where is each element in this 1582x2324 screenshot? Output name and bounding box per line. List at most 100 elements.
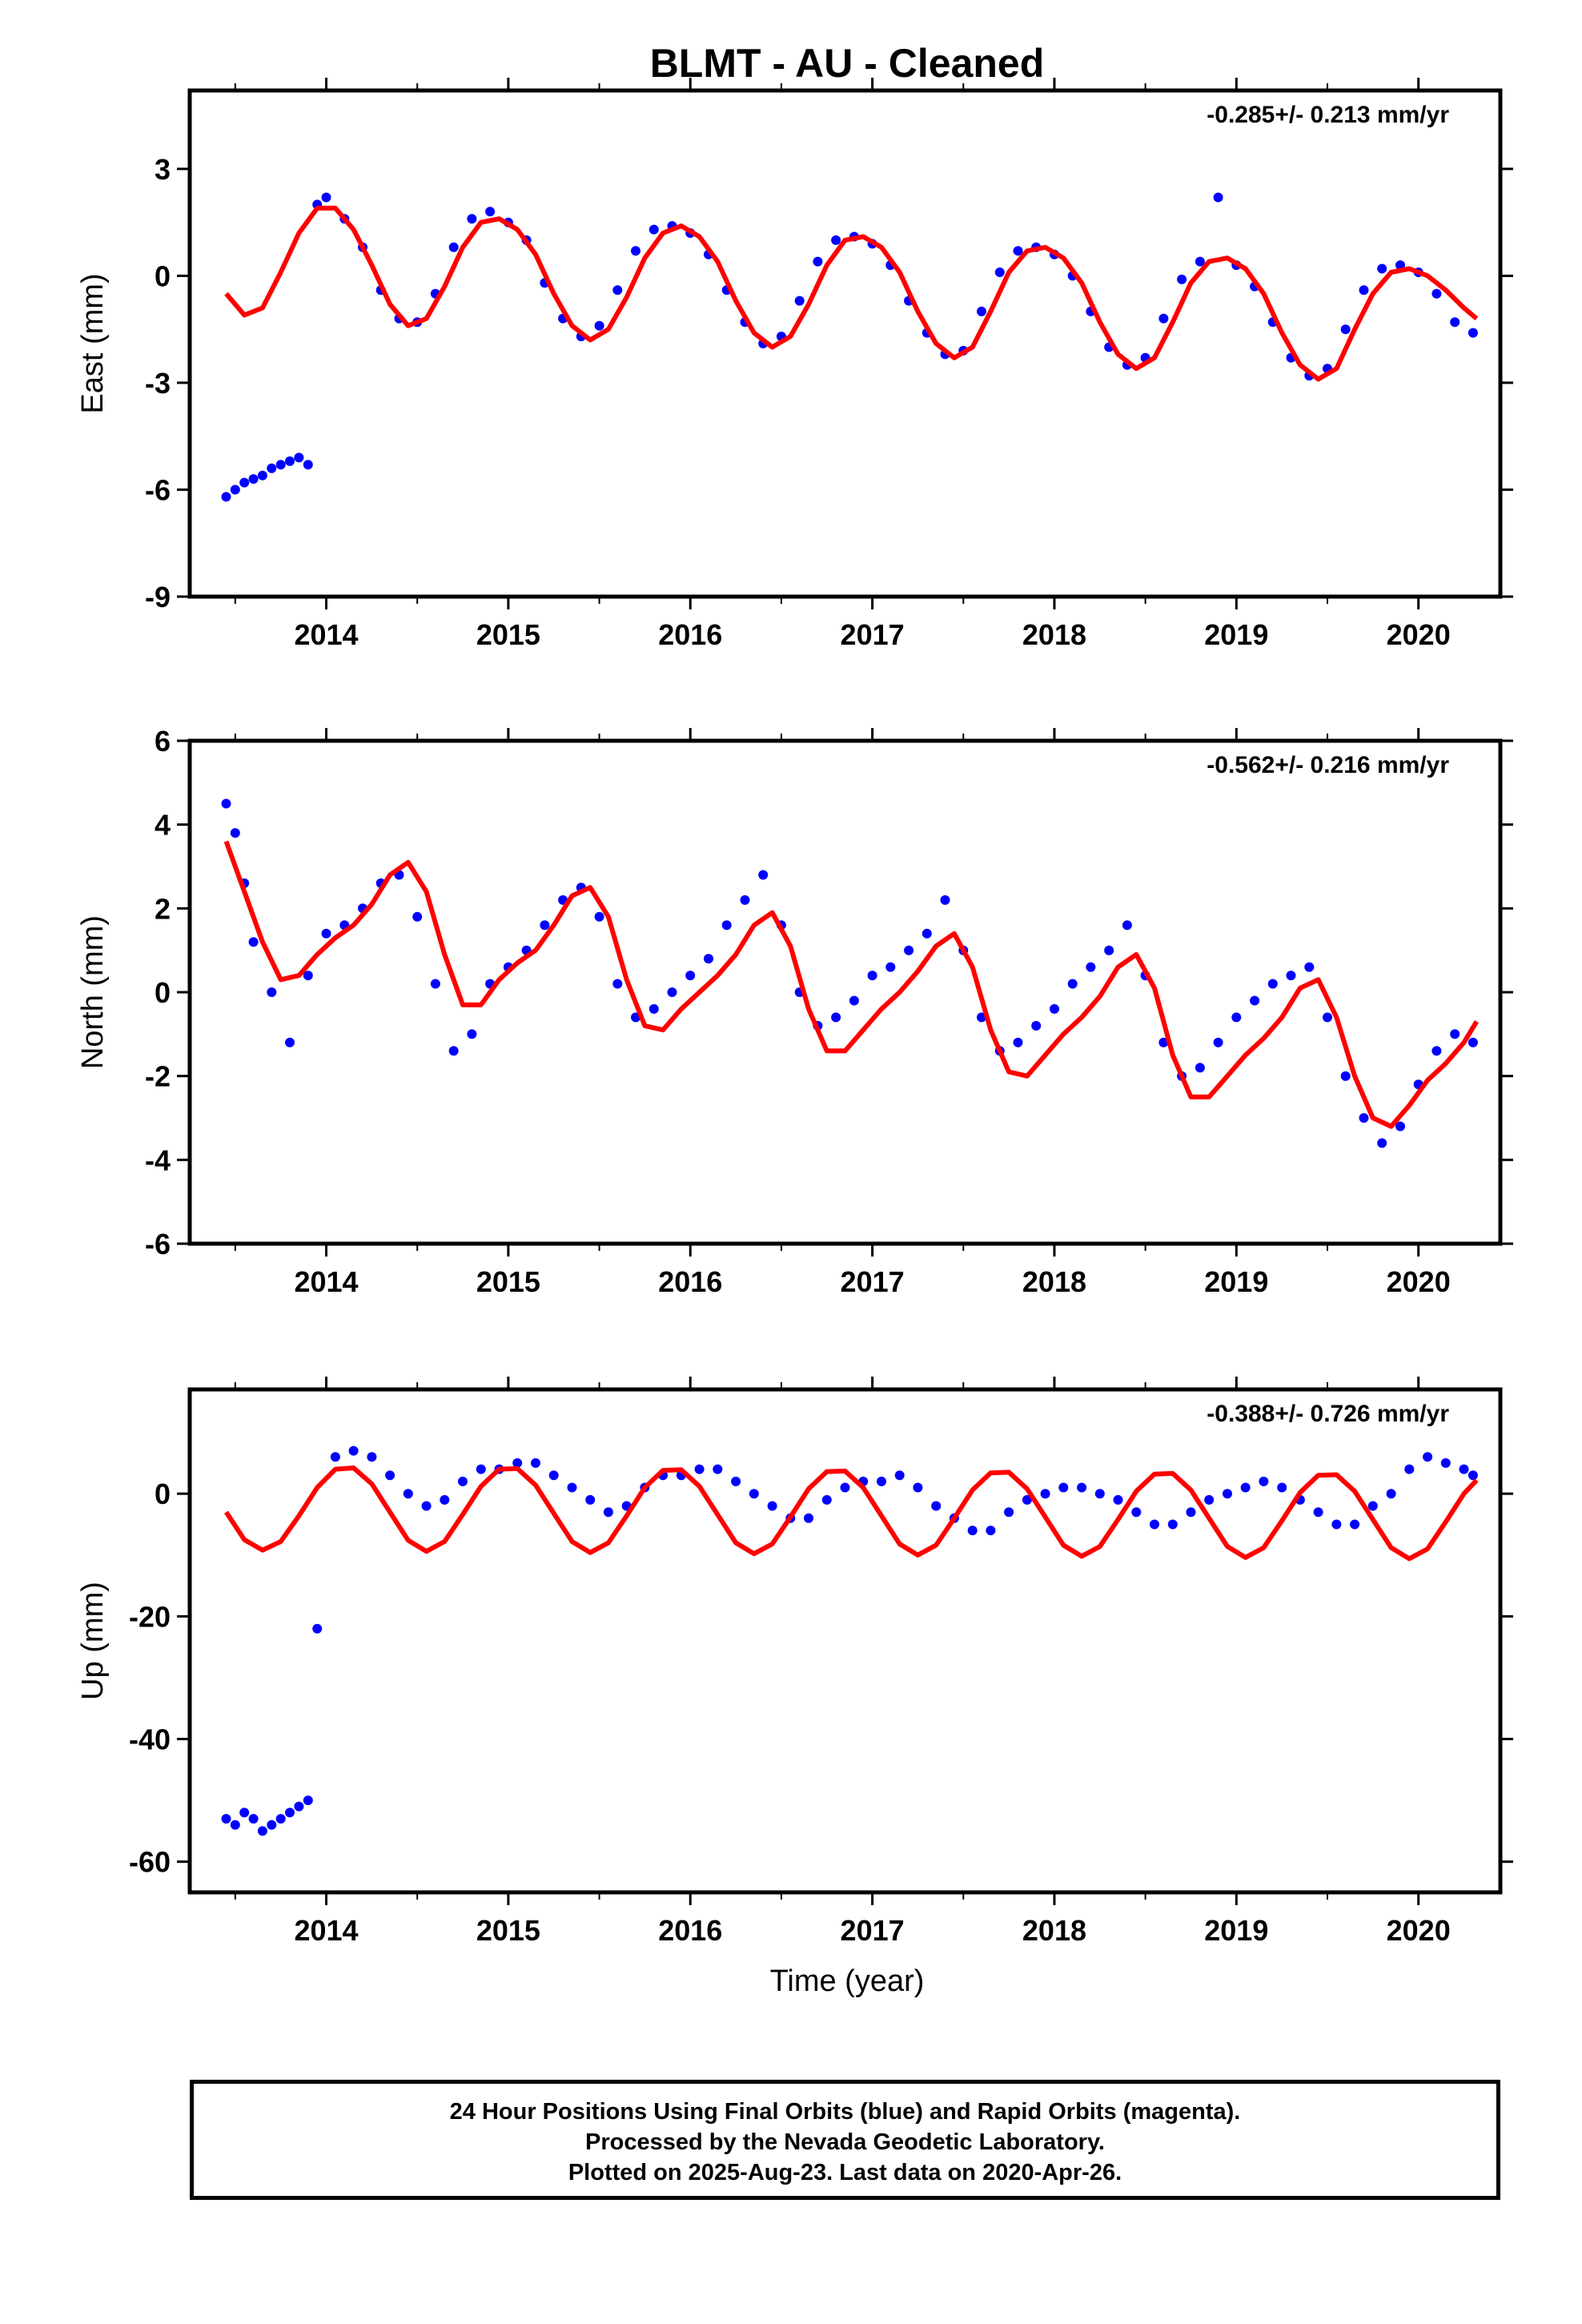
data-point — [804, 1513, 813, 1523]
data-point — [648, 224, 659, 235]
footer-box: 24 Hour Positions Using Final Orbits (bl… — [190, 2080, 1500, 2200]
x-tick-label: 2019 — [1204, 618, 1268, 651]
data-point — [1158, 1037, 1169, 1047]
data-point — [294, 1801, 304, 1811]
data-point — [1086, 962, 1096, 972]
data-point — [1104, 945, 1114, 955]
data-point — [831, 1012, 841, 1023]
y-tick-label: 6 — [155, 725, 171, 758]
data-point — [648, 1003, 659, 1014]
x-tick-label: 2016 — [658, 1914, 722, 1947]
data-point — [1431, 288, 1442, 299]
data-point — [1013, 1037, 1023, 1047]
y-tick-label: 0 — [155, 976, 171, 1009]
data-point — [458, 1476, 468, 1486]
data-point — [1450, 317, 1460, 328]
data-point — [1450, 1029, 1460, 1039]
data-point — [275, 1814, 286, 1824]
data-point — [721, 920, 732, 931]
data-point — [267, 987, 277, 997]
data-point — [303, 460, 313, 470]
y-tick-label: 3 — [155, 153, 171, 186]
data-point — [1231, 1012, 1242, 1023]
data-point — [1240, 1482, 1251, 1493]
data-point — [1267, 979, 1278, 989]
plot-frame — [187, 738, 1503, 1246]
model-fit-line — [223, 1466, 1479, 1562]
data-point — [794, 296, 805, 306]
data-point — [667, 987, 677, 997]
data-point — [221, 1814, 231, 1824]
x-tick-label: 2015 — [476, 1914, 540, 1947]
x-tick-label: 2019 — [1204, 1265, 1268, 1298]
data-point — [1158, 313, 1169, 324]
data-point — [239, 477, 250, 488]
data-point — [512, 1458, 523, 1468]
data-point — [248, 474, 259, 485]
data-point — [767, 1501, 777, 1511]
y-tick-label: 0 — [155, 259, 171, 292]
model-fit-line — [223, 840, 1479, 1129]
x-tick-label: 2017 — [841, 1265, 905, 1298]
x-tick-label: 2018 — [1022, 1265, 1086, 1298]
x-tick-label: 2019 — [1204, 1914, 1268, 1947]
data-point — [921, 928, 932, 939]
x-tick-label: 2016 — [658, 618, 722, 651]
data-point — [275, 460, 286, 470]
data-point — [567, 1482, 577, 1493]
data-point — [967, 1526, 978, 1536]
data-point — [230, 485, 240, 495]
data-point — [704, 954, 713, 964]
data-point — [758, 870, 769, 880]
y-tick-label: 2 — [155, 892, 171, 925]
figure-title: BLMT - AU - Cleaned — [650, 41, 1045, 86]
data-point — [285, 1807, 295, 1818]
data-point — [1077, 1482, 1087, 1493]
data-point — [1377, 1138, 1387, 1148]
data-point — [440, 1494, 450, 1505]
data-point — [877, 1476, 886, 1486]
y-axis-label: East (mm) — [76, 273, 110, 413]
data-point — [813, 256, 823, 267]
x-tick-label: 2015 — [476, 1265, 540, 1298]
data-point — [1323, 1012, 1332, 1023]
velocity-annotation: -0.562+/- 0.216 mm/yr — [1207, 752, 1449, 778]
x-tick-label: 2014 — [294, 1914, 358, 1947]
data-point — [831, 235, 841, 245]
data-point — [267, 1819, 277, 1830]
data-point — [294, 452, 304, 463]
y-tick-label: -60 — [129, 1846, 171, 1879]
data-point — [977, 306, 986, 316]
y-tick-label: -40 — [129, 1723, 171, 1756]
data-point — [867, 971, 877, 981]
data-point — [221, 492, 231, 502]
data-point — [594, 911, 604, 922]
data-point — [1468, 328, 1478, 338]
data-point — [1150, 1519, 1159, 1530]
panel-1: 2014 2015 2016 2017 2018 2019 2020 -9 -6 -3 0 3 East… — [76, 78, 1513, 651]
data-point — [239, 1807, 250, 1818]
data-point — [1350, 1519, 1360, 1530]
data-point — [257, 470, 267, 480]
data-point — [1250, 995, 1260, 1006]
velocity-annotation: -0.388+/- 0.726 mm/yr — [1207, 1401, 1449, 1427]
data-point — [485, 207, 496, 217]
data-point — [1213, 1037, 1223, 1047]
x-tick-label: 2020 — [1387, 1265, 1451, 1298]
data-point — [303, 1795, 313, 1806]
data-point — [731, 1476, 741, 1486]
data-point — [904, 945, 914, 955]
data-point — [476, 1464, 486, 1474]
data-point — [1313, 1507, 1323, 1518]
x-tick-label: 2014 — [294, 1265, 358, 1298]
data-point — [1177, 274, 1187, 284]
footer-line-3: Plotted on 2025-Aug-23. Last data on 202… — [568, 2160, 1122, 2185]
data-point — [448, 242, 459, 252]
data-point — [221, 798, 231, 809]
data-point — [1113, 1494, 1123, 1505]
y-axis-label: North (mm) — [76, 915, 110, 1069]
data-point — [631, 246, 640, 256]
data-point — [1031, 1020, 1042, 1031]
y-tick-label: -9 — [145, 581, 171, 613]
